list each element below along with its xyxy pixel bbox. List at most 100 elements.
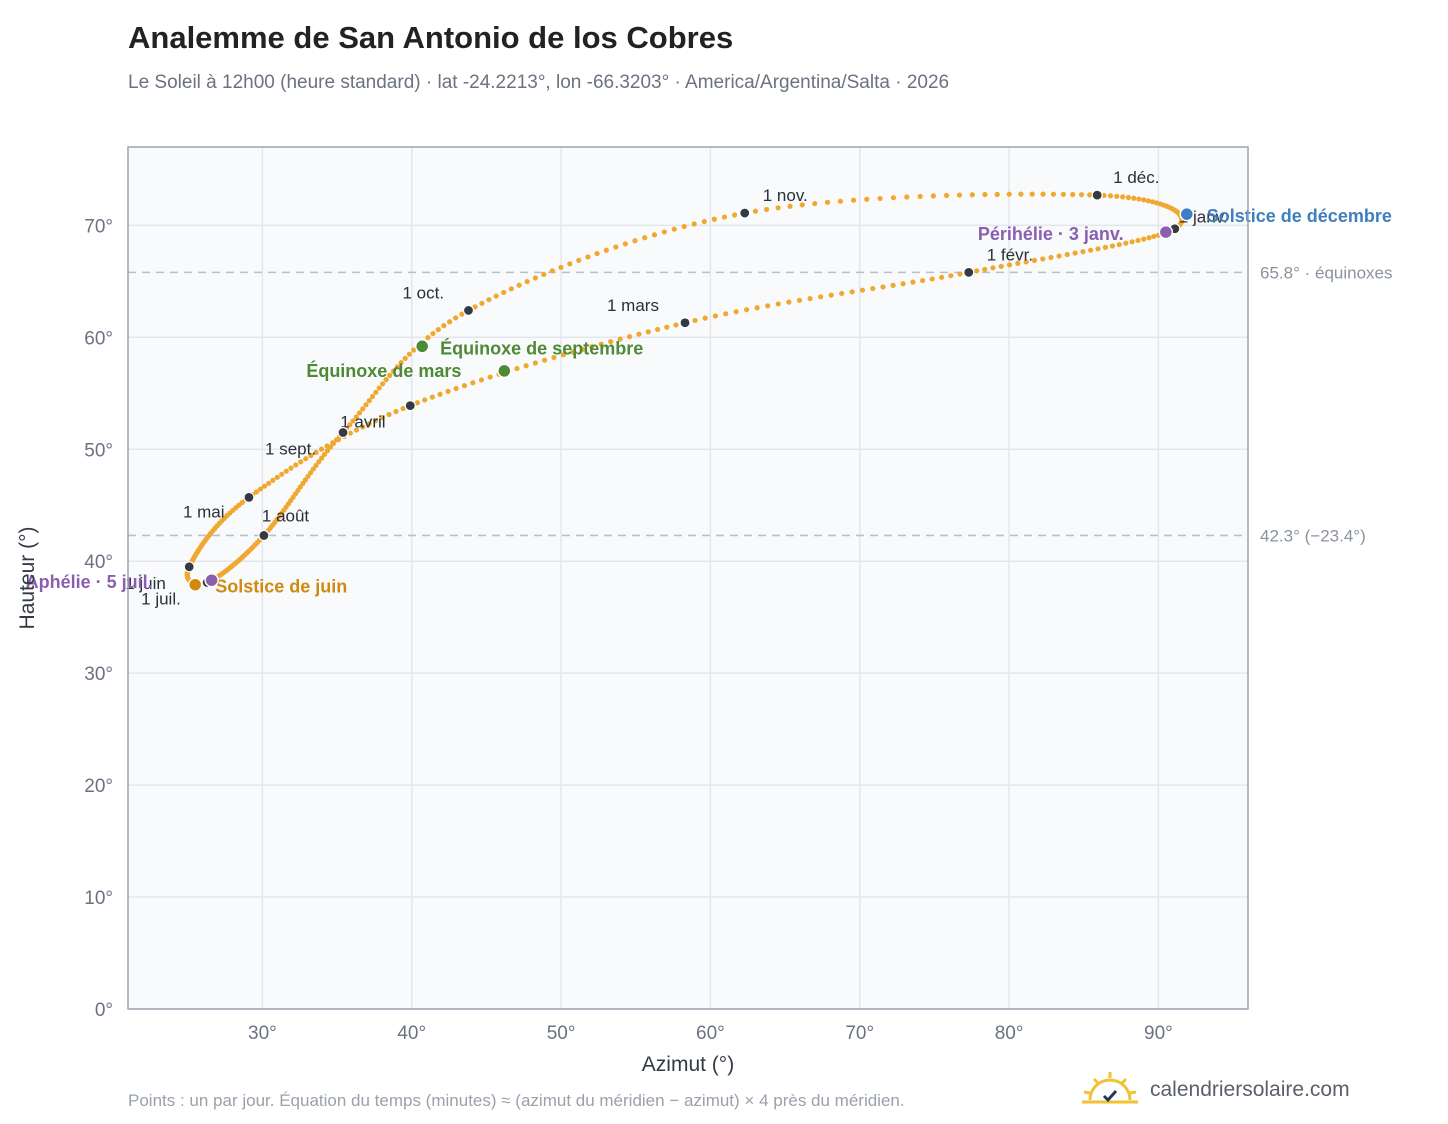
- x-tick-label: 50°: [547, 1023, 576, 1044]
- daily-sun-dot: [598, 341, 604, 347]
- y-tick-label: 0°: [95, 1000, 113, 1021]
- daily-sun-dot: [283, 468, 289, 474]
- daily-sun-dot: [430, 330, 436, 337]
- daily-sun-dot: [402, 355, 408, 361]
- event-marker-label: Équinoxe de septembre: [440, 337, 643, 358]
- daily-sun-dot: [1029, 191, 1035, 197]
- daily-sun-dot: [542, 357, 548, 363]
- daily-sun-dot: [654, 326, 661, 333]
- x-tick-label: 60°: [696, 1023, 725, 1044]
- y-tick-label: 50°: [84, 440, 113, 461]
- daily-sun-dot: [558, 264, 564, 270]
- daily-sun-dot: [594, 250, 600, 257]
- daily-sun-dot: [613, 244, 619, 250]
- daily-sun-dot: [398, 360, 404, 366]
- daily-sun-dot: [839, 290, 845, 297]
- month-marker-dot: [739, 207, 751, 219]
- daily-sun-dot: [318, 446, 325, 452]
- daily-sun-dot: [1056, 253, 1062, 259]
- daily-sun-dot: [501, 289, 507, 296]
- daily-sun-dot: [765, 303, 771, 309]
- daily-sun-dot: [406, 351, 413, 357]
- reference-lines: 65.8° · équinoxes 42.3° (−23.4°): [128, 263, 1393, 545]
- reference-line-label: 65.8° · équinoxes: [1260, 263, 1393, 282]
- daily-sun-dot: [437, 391, 443, 397]
- daily-sun-dot: [929, 276, 935, 282]
- daily-sun-dot: [974, 268, 980, 274]
- daily-sun-dot: [828, 292, 834, 298]
- daily-sun-dot: [447, 319, 453, 325]
- y-tick-label: 10°: [84, 888, 113, 909]
- daily-sun-dot: [1129, 239, 1135, 245]
- daily-sun-dot: [982, 266, 988, 272]
- y-axis-title: Hauteur (°): [16, 527, 39, 630]
- month-marker-label: 1 avril: [340, 413, 385, 432]
- daily-sun-dot: [712, 313, 719, 319]
- daily-sun-dot: [617, 336, 623, 342]
- daily-sun-dot: [441, 323, 447, 329]
- chart-title: Analemme de San Antonio de los Cobres: [128, 20, 734, 55]
- event-marker-dot: [204, 572, 219, 588]
- daily-sun-dot: [733, 309, 739, 315]
- month-marker-label: 1 juil.: [141, 589, 181, 608]
- brand-name[interactable]: calendriersolaire.com: [1150, 1078, 1350, 1101]
- plot-frame: [127, 146, 1249, 1010]
- event-marker-label: Périhélie · 3 janv.: [978, 224, 1124, 244]
- daily-sun-dot: [353, 427, 360, 433]
- daily-sun-dot: [330, 440, 337, 447]
- month-marker-dot: [243, 491, 255, 503]
- brand[interactable]: calendriersolaire.com: [1082, 1068, 1350, 1112]
- daily-sun-dot: [818, 294, 824, 300]
- daily-sun-dot: [308, 470, 314, 476]
- daily-sun-dot: [373, 389, 379, 395]
- daily-sun-dot: [850, 197, 857, 203]
- daily-sun-dot: [549, 268, 555, 274]
- daily-sun-dot: [479, 300, 485, 306]
- daily-sun-dot: [1015, 260, 1021, 266]
- footnote: Points : un par jour. Équation du temps …: [128, 1091, 905, 1110]
- daily-sun-dot: [859, 287, 866, 293]
- daily-sun-dot: [957, 271, 963, 277]
- daily-sun-dot: [532, 360, 538, 366]
- daily-sun-dot: [363, 402, 369, 408]
- daily-sun-dot: [1114, 193, 1120, 199]
- daily-sun-dot: [1131, 195, 1137, 201]
- daily-sun-dot: [877, 195, 883, 202]
- x-axis-title: Azimut (°): [642, 1053, 734, 1076]
- daily-sun-dot: [366, 398, 372, 404]
- daily-sun-dot: [570, 349, 576, 355]
- daily-sun-dot: [744, 307, 750, 313]
- daily-sun-dot: [1141, 197, 1147, 203]
- daily-sun-dot: [608, 339, 614, 345]
- daily-sun-dot: [673, 322, 679, 328]
- daily-sun-dot: [1040, 256, 1046, 262]
- daily-sun-dot: [589, 344, 595, 350]
- daily-sun-dot: [1048, 254, 1054, 261]
- daily-sun-dot: [1095, 246, 1101, 252]
- daily-sun-dot: [1070, 191, 1076, 198]
- daily-sun-dot: [486, 297, 492, 303]
- daily-sun-dot: [313, 462, 319, 469]
- daily-sun-dot: [279, 471, 285, 477]
- daily-sun-dot: [532, 275, 538, 281]
- daily-sun-dot: [900, 281, 906, 287]
- daily-sun-dot: [1123, 240, 1129, 246]
- month-marker-dot: [183, 561, 195, 573]
- x-tick-label: 70°: [845, 1023, 874, 1044]
- daily-sun-dot: [691, 221, 697, 227]
- daily-sun-dot: [373, 418, 379, 424]
- daily-sun-dot: [632, 238, 638, 244]
- daily-sun-dot: [910, 279, 916, 285]
- daily-sun-dot: [1078, 192, 1085, 198]
- daily-sun-dot: [472, 304, 478, 310]
- daily-sun-dot: [487, 374, 493, 380]
- daily-sun-dot: [386, 411, 392, 418]
- daily-sun-dot: [313, 449, 319, 455]
- event-marker-label: Aphélie · 5 juil.: [26, 572, 153, 592]
- event-marker-label: Solstice de décembre: [1207, 206, 1392, 226]
- daily-sun-dot: [579, 346, 585, 352]
- daily-sun-dot: [939, 274, 945, 280]
- daily-sun-dot: [870, 285, 876, 292]
- daily-sun-dot: [702, 315, 708, 321]
- daily-sun-dot: [1064, 251, 1070, 258]
